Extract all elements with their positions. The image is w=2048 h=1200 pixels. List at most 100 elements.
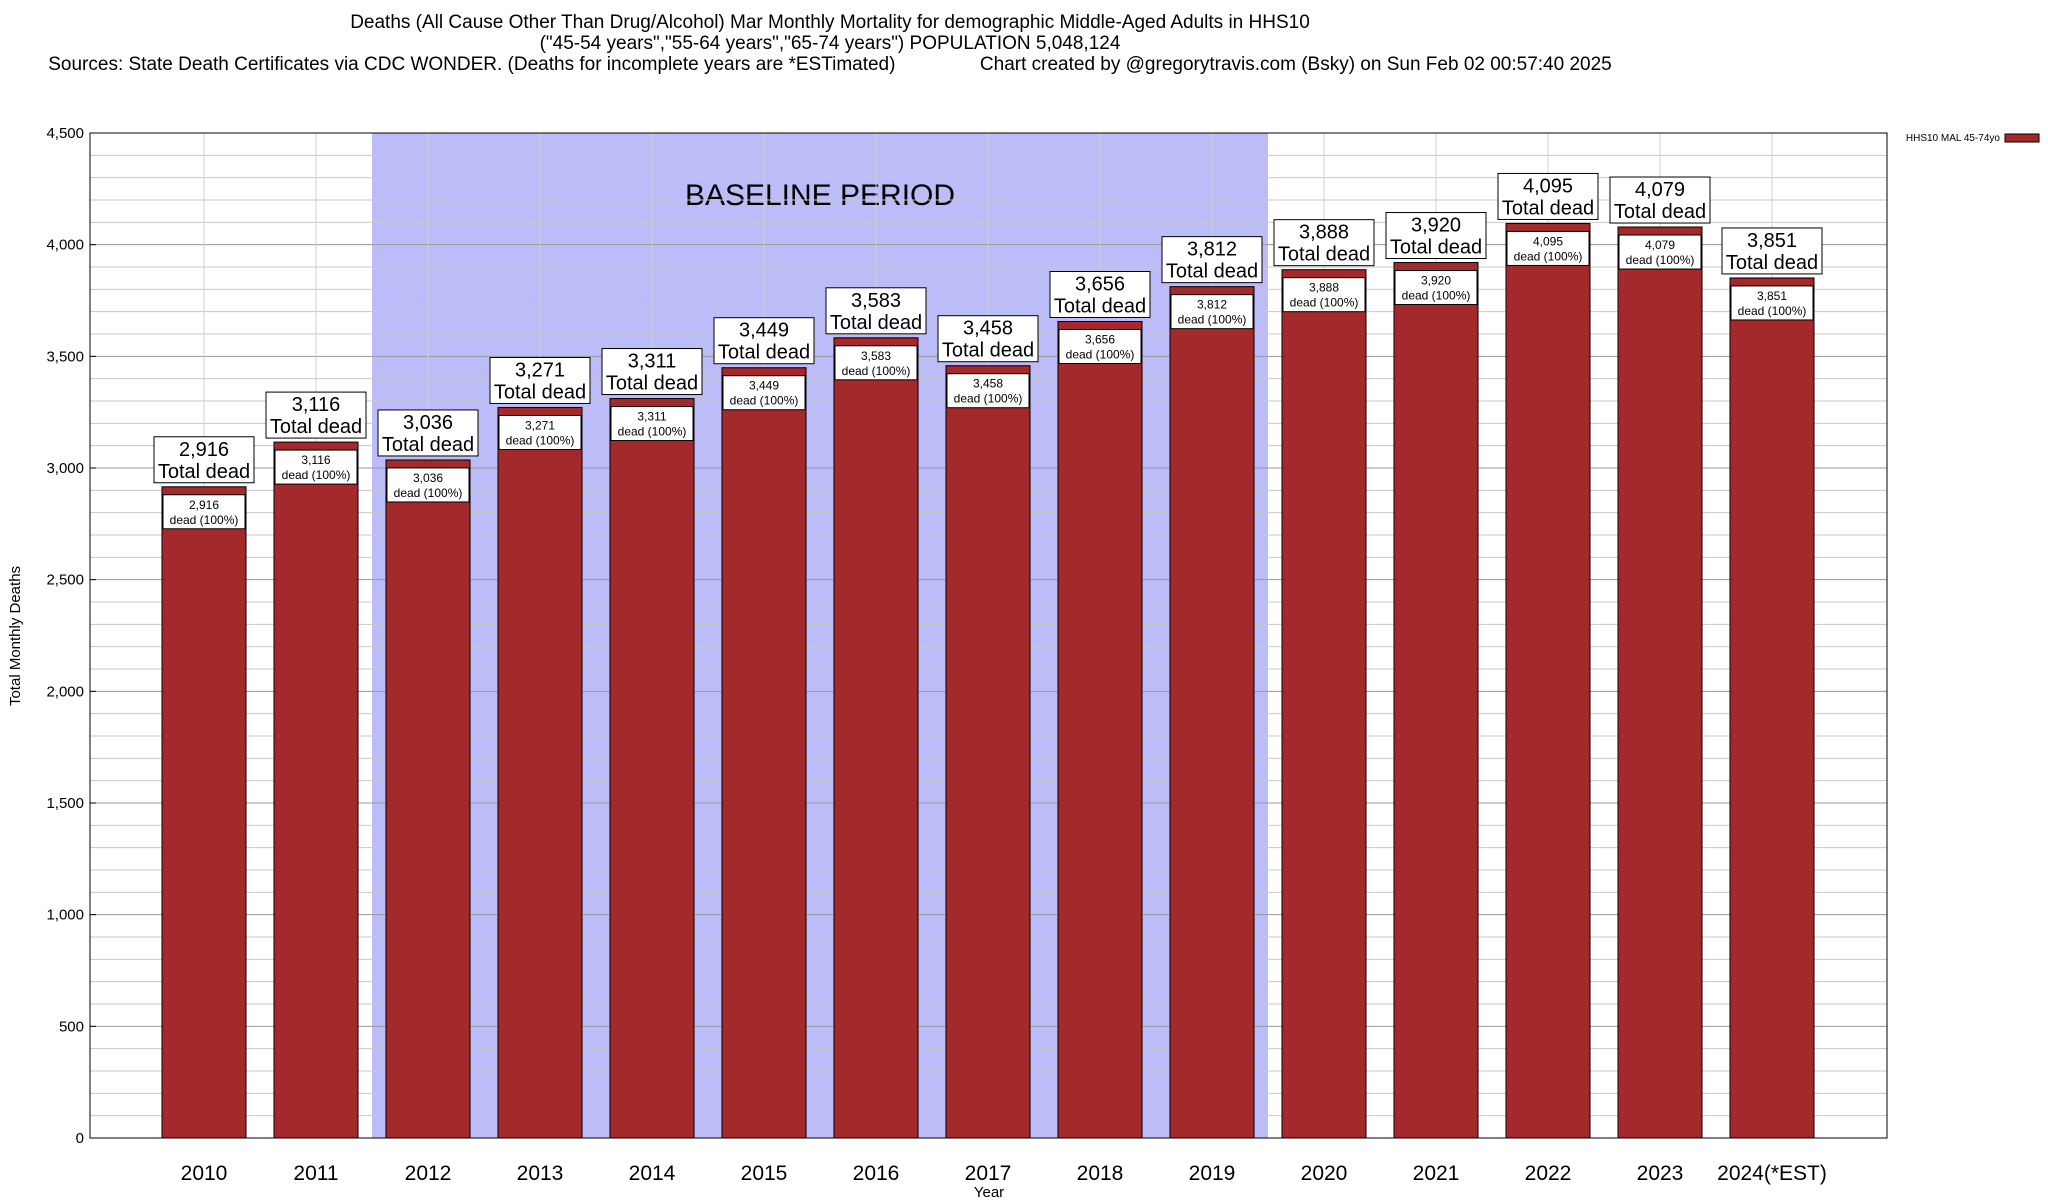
x-tick-label: 2018 bbox=[1077, 1162, 1124, 1185]
x-tick-label: 2020 bbox=[1301, 1162, 1348, 1185]
y-tick-label: 1,000 bbox=[46, 907, 84, 924]
x-tick-label: 2022 bbox=[1525, 1162, 1572, 1185]
bar-inner-caption: dead (100%) bbox=[842, 364, 911, 378]
bar-inner-caption: dead (100%) bbox=[506, 433, 575, 447]
bar-inner-box bbox=[722, 375, 806, 411]
bar-inner-caption: dead (100%) bbox=[1514, 249, 1583, 263]
bar-inner-caption: dead (100%) bbox=[1178, 313, 1247, 327]
bar-inner-caption: dead (100%) bbox=[170, 513, 239, 527]
x-tick-label: 2017 bbox=[965, 1162, 1012, 1185]
bar-total-value: 3,311 bbox=[628, 351, 677, 373]
bar-total-caption: Total dead bbox=[1614, 201, 1706, 223]
bar-total-caption: Total dead bbox=[158, 461, 250, 483]
bar-total-box bbox=[1385, 212, 1487, 260]
bar-inner-box bbox=[610, 406, 694, 442]
bar-inner-caption: dead (100%) bbox=[1626, 253, 1695, 267]
y-tick-label: 3,000 bbox=[46, 460, 84, 477]
x-tick-label: 2015 bbox=[741, 1162, 788, 1185]
bar-total-box bbox=[153, 436, 255, 484]
bar-inner-value: 3,271 bbox=[525, 418, 555, 432]
plot-frame bbox=[89, 132, 1888, 1139]
bar-inner-value: 3,920 bbox=[1421, 274, 1451, 288]
bar-total-value: 3,116 bbox=[292, 394, 341, 416]
bar-inner-caption: dead (100%) bbox=[954, 392, 1023, 406]
bar-inner-value: 4,079 bbox=[1645, 238, 1675, 252]
bar-total-box bbox=[713, 317, 815, 365]
bar-inner-box bbox=[946, 373, 1030, 409]
x-axis-title: Year bbox=[974, 1184, 1004, 1200]
bar bbox=[1505, 222, 1591, 1139]
bar bbox=[161, 486, 247, 1139]
bar-inner-value: 2,916 bbox=[189, 498, 219, 512]
bar-total-caption: Total dead bbox=[1278, 244, 1370, 266]
bar-inner-box bbox=[1170, 294, 1254, 330]
y-tick-label: 1,500 bbox=[46, 795, 84, 812]
bar bbox=[609, 398, 695, 1139]
bar bbox=[1281, 269, 1367, 1139]
bar-inner-value: 3,449 bbox=[749, 379, 779, 393]
bar-total-caption: Total dead bbox=[1054, 295, 1146, 317]
y-tick-label: 2,500 bbox=[46, 572, 84, 589]
bar-inner-caption: dead (100%) bbox=[394, 486, 463, 500]
y-tick-label: 500 bbox=[59, 1018, 84, 1035]
bar-inner-caption: dead (100%) bbox=[618, 425, 687, 439]
bar bbox=[721, 367, 807, 1139]
bar-inner-value: 3,458 bbox=[973, 377, 1003, 391]
x-tick-label: 2019 bbox=[1189, 1162, 1236, 1185]
bar-inner-box bbox=[1618, 234, 1702, 270]
bar-total-box bbox=[1161, 236, 1263, 284]
x-tick-label: 2011 bbox=[293, 1162, 338, 1185]
bar-total-value: 3,583 bbox=[851, 290, 901, 312]
chart-subtitle: ("45-54 years","55-64 years","65-74 year… bbox=[539, 33, 1121, 54]
bar-inner-box bbox=[274, 449, 358, 485]
bar-inner-value: 3,116 bbox=[301, 453, 330, 467]
bar-total-caption: Total dead bbox=[1502, 197, 1594, 219]
bar-total-box bbox=[1049, 270, 1151, 318]
bar-inner-value: 3,851 bbox=[1757, 289, 1787, 303]
bar-inner-box bbox=[1058, 328, 1142, 364]
bar-inner-caption: dead (100%) bbox=[1402, 289, 1471, 303]
bar-total-value: 3,656 bbox=[1075, 273, 1125, 295]
bar-inner-box bbox=[1394, 270, 1478, 306]
y-tick-label: 4,000 bbox=[46, 237, 84, 254]
bar-total-value: 3,920 bbox=[1411, 215, 1461, 237]
x-tick-label: 2010 bbox=[181, 1162, 228, 1185]
baseline-period-label: BASELINE PERIOD bbox=[685, 179, 955, 212]
bar-total-caption: Total dead bbox=[382, 434, 474, 456]
chart-title-block: Deaths (All Cause Other Than Drug/Alcoho… bbox=[0, 12, 1660, 75]
bar-inner-caption: dead (100%) bbox=[1066, 347, 1135, 361]
bar-total-caption: Total dead bbox=[606, 373, 698, 395]
bar bbox=[1393, 262, 1479, 1139]
bar-total-box bbox=[1721, 227, 1823, 275]
legend-label: HHS10 MAL 45-74yo bbox=[1906, 133, 2001, 144]
bar-inner-box bbox=[386, 467, 470, 503]
y-axis-title: Total Monthly Deaths bbox=[7, 566, 24, 706]
bar-total-value: 3,888 bbox=[1299, 222, 1349, 244]
bar-inner-box bbox=[1506, 230, 1590, 266]
bar-inner-box bbox=[1282, 277, 1366, 313]
bar-total-value: 3,851 bbox=[1747, 230, 1797, 252]
bar-inner-value: 3,311 bbox=[637, 410, 666, 424]
bar-total-value: 3,271 bbox=[515, 359, 565, 381]
bar-inner-value: 3,888 bbox=[1309, 281, 1339, 295]
x-tick-label: 2023 bbox=[1637, 1162, 1684, 1185]
bar-inner-box bbox=[162, 494, 246, 530]
bar-total-value: 3,036 bbox=[403, 412, 453, 434]
bar-total-box bbox=[377, 409, 479, 457]
bar-inner-caption: dead (100%) bbox=[730, 394, 799, 408]
y-tick-label: 4,500 bbox=[46, 125, 84, 142]
bar-inner-value: 3,036 bbox=[413, 471, 443, 485]
bar bbox=[273, 441, 359, 1139]
bar-total-caption: Total dead bbox=[830, 312, 922, 334]
bar-total-box bbox=[937, 315, 1039, 363]
bar-total-value: 3,458 bbox=[963, 318, 1013, 340]
x-tick-label: 2016 bbox=[853, 1162, 900, 1185]
x-tick-label: 2024(*EST) bbox=[1717, 1162, 1827, 1185]
y-tick-label: 2,000 bbox=[46, 683, 84, 700]
bar-total-box bbox=[1273, 219, 1375, 267]
bar-total-value: 2,916 bbox=[179, 439, 229, 461]
bar-total-box bbox=[1497, 172, 1599, 220]
bar-total-caption: Total dead bbox=[1166, 261, 1258, 283]
bar-total-caption: Total dead bbox=[1390, 237, 1482, 259]
